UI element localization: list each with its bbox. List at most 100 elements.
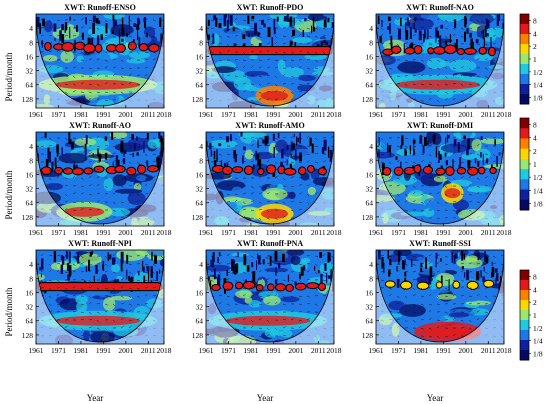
phase-arrow <box>298 286 302 289</box>
noise-mark <box>261 20 265 25</box>
phase-arrow <box>56 169 60 171</box>
phase-arrow <box>468 327 472 330</box>
phase-arrow <box>404 254 408 257</box>
noise-mark <box>113 257 116 263</box>
phase-arrow <box>88 175 92 179</box>
colorbar-tick-label: 1/2 <box>533 68 543 77</box>
phase-arrow <box>72 263 76 266</box>
phase-arrow <box>274 301 278 305</box>
power-patch <box>129 31 138 39</box>
noise-mark <box>209 142 212 150</box>
noise-mark <box>138 37 141 48</box>
phase-arrow <box>396 75 400 77</box>
phase-arrow <box>298 19 302 22</box>
noise-mark <box>111 132 114 140</box>
noise-mark <box>459 157 462 169</box>
phase-arrow <box>444 19 448 22</box>
y-tick-label: 64 <box>366 199 374 208</box>
phase-arrow <box>428 144 432 147</box>
phase-arrow <box>152 175 156 179</box>
phase-arrow <box>40 43 44 45</box>
phase-arrow <box>136 35 140 38</box>
noise-mark <box>213 15 217 20</box>
colorbar-tick-label: 4 <box>533 134 537 143</box>
y-tick-label: 8 <box>369 156 373 165</box>
phase-arrow <box>290 145 294 148</box>
power-patch <box>117 297 140 310</box>
colorbar-tick-label: 8 <box>533 121 537 130</box>
panel-title: XWT: Runoff-AMO <box>235 121 304 130</box>
phase-arrow <box>388 42 392 45</box>
phase-arrow <box>282 263 286 266</box>
power-patch <box>108 295 133 301</box>
phase-arrow <box>112 192 116 195</box>
y-tick-label: 128 <box>362 331 374 340</box>
phase-arrow <box>136 167 140 171</box>
noise-mark <box>300 266 304 276</box>
noise-mark <box>216 158 218 162</box>
x-tick-label: 2018 <box>157 228 172 237</box>
phase-arrow <box>56 74 60 77</box>
phase-arrow <box>468 183 472 187</box>
phase-arrow <box>396 18 400 21</box>
phase-arrow <box>218 137 222 139</box>
phase-arrow <box>88 91 92 94</box>
phase-arrow <box>420 327 424 330</box>
phase-arrow <box>404 91 408 95</box>
phase-arrow <box>274 201 278 204</box>
power-patch <box>420 14 439 20</box>
noise-mark <box>381 257 384 269</box>
power-patch <box>129 51 151 59</box>
phase-arrow <box>234 169 238 171</box>
phase-arrow <box>314 42 318 45</box>
phase-arrow <box>306 135 310 139</box>
phase-arrow <box>72 278 76 281</box>
phase-arrow <box>48 263 52 267</box>
phase-arrow <box>88 184 92 187</box>
phase-arrow <box>96 161 100 164</box>
x-tick-label: 2001 <box>288 228 303 237</box>
noise-mark <box>111 30 114 35</box>
panel-title: XWT: Runoff-NAO <box>406 3 474 12</box>
noise-mark <box>318 270 320 274</box>
noise-mark <box>296 136 298 146</box>
y-tick-label: 32 <box>366 67 374 76</box>
power-patch <box>45 182 64 191</box>
phase-arrow <box>226 254 230 257</box>
phase-arrow <box>112 27 116 30</box>
phase-arrow <box>412 270 416 273</box>
colorbar-tick-label: 1/2 <box>533 324 543 333</box>
power-patch <box>133 183 142 191</box>
phase-arrow <box>282 279 286 282</box>
x-tick-label: 1971 <box>221 110 236 119</box>
power-patch <box>52 27 80 40</box>
phase-arrow <box>460 286 464 289</box>
phase-arrow <box>104 310 108 313</box>
phase-arrow <box>274 254 278 257</box>
phase-arrow <box>210 153 214 156</box>
x-tick-label: 2001 <box>118 110 133 119</box>
phase-arrow <box>492 18 496 21</box>
noise-mark <box>400 145 403 149</box>
noise-mark <box>146 160 149 167</box>
noise-mark <box>419 135 423 144</box>
phase-arrow <box>40 169 44 173</box>
phase-arrow <box>120 302 124 305</box>
phase-arrow <box>298 90 302 93</box>
phase-arrow <box>274 287 278 290</box>
phase-arrow <box>306 153 310 156</box>
phase-arrow <box>460 35 464 38</box>
power-patch <box>235 290 253 299</box>
phase-arrow <box>444 35 448 39</box>
noise-mark <box>53 251 57 263</box>
phase-arrow <box>420 99 424 102</box>
phase-arrow <box>266 49 270 53</box>
power-patch <box>147 250 164 257</box>
colorbar-swatch <box>520 24 529 35</box>
phase-arrow <box>492 271 496 275</box>
x-tick-label: 1971 <box>391 228 406 237</box>
noise-mark <box>67 274 70 281</box>
phase-arrow <box>298 51 302 53</box>
phase-arrow <box>226 19 230 22</box>
colorbar-tick-label: 8 <box>533 272 537 281</box>
